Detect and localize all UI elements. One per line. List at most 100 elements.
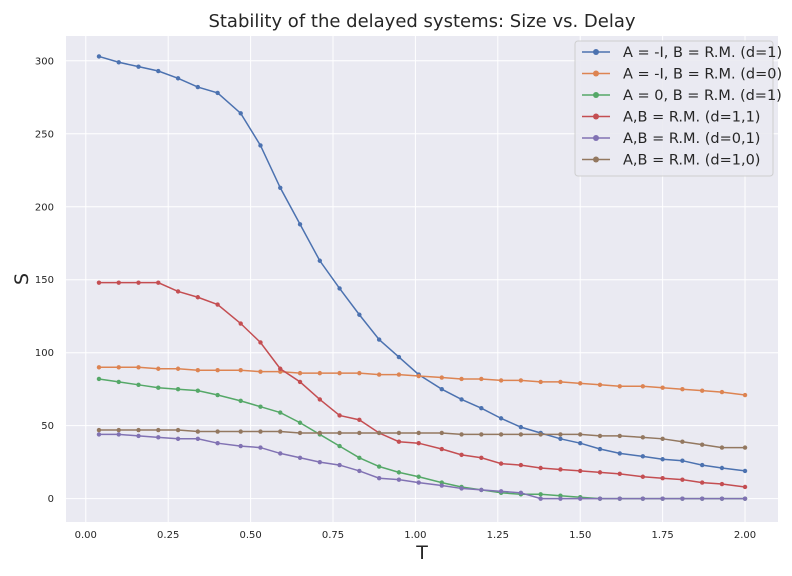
data-point <box>518 378 524 383</box>
data-point <box>258 143 263 148</box>
data-point <box>617 433 622 439</box>
data-point <box>680 386 685 392</box>
data-point <box>479 405 484 411</box>
data-point <box>518 424 524 430</box>
legend-entry: A = -I, B = R.M. (d=1) <box>582 45 782 61</box>
data-point <box>640 474 646 479</box>
data-point <box>680 477 685 482</box>
data-point <box>238 429 243 434</box>
series-6 <box>96 427 748 450</box>
legend-label: A = -I, B = R.M. (d=0) <box>623 67 782 83</box>
data-point <box>156 68 161 74</box>
data-point <box>518 462 524 468</box>
data-point <box>297 379 303 385</box>
data-point <box>538 379 543 385</box>
data-point <box>136 433 141 439</box>
data-point <box>660 385 665 390</box>
legend-entry: A,B = R.M. (d=0,1) <box>582 131 760 147</box>
legend-marker <box>593 113 599 120</box>
y-tick-label: 50 <box>41 421 54 432</box>
data-point <box>640 384 646 389</box>
data-point <box>357 370 362 376</box>
data-point <box>337 413 342 418</box>
data-point <box>578 381 583 386</box>
data-point <box>479 432 484 437</box>
data-point <box>439 446 444 452</box>
data-point <box>742 468 748 474</box>
data-point <box>597 446 603 452</box>
data-point <box>357 417 362 423</box>
data-point <box>156 427 161 433</box>
data-point <box>617 384 622 389</box>
data-point <box>195 388 201 393</box>
data-point <box>597 433 603 439</box>
data-point <box>156 366 161 371</box>
data-point <box>617 451 622 456</box>
data-point <box>215 90 220 96</box>
legend-entry: A,B = R.M. (d=1,0) <box>582 153 760 169</box>
x-tick-label: 0.00 <box>75 530 97 541</box>
data-point <box>317 397 323 402</box>
data-point <box>719 465 725 471</box>
data-point <box>317 258 323 263</box>
data-point <box>416 440 421 446</box>
data-point <box>297 420 303 425</box>
data-point <box>278 410 283 415</box>
data-point <box>680 458 685 463</box>
data-point <box>376 372 382 377</box>
data-point <box>195 436 201 442</box>
x-tick-label: 1.00 <box>404 530 426 541</box>
data-point <box>357 468 362 474</box>
data-point <box>156 435 161 440</box>
data-point <box>215 302 220 307</box>
data-point <box>459 452 464 458</box>
chart-title: Stability of the delayed systems: Size v… <box>208 11 635 32</box>
data-point <box>597 382 603 388</box>
legend-entry: A = 0, B = R.M. (d=1) <box>582 88 782 104</box>
data-point <box>195 368 201 373</box>
data-point <box>156 385 161 390</box>
series-2 <box>96 365 748 398</box>
data-point <box>116 432 121 437</box>
data-point <box>680 496 685 501</box>
data-point <box>396 470 402 475</box>
data-point <box>357 455 362 460</box>
data-point <box>719 496 725 501</box>
data-point <box>156 280 161 285</box>
data-point <box>238 321 243 326</box>
y-axis-label: S <box>11 273 33 285</box>
data-point <box>498 432 504 437</box>
data-point <box>742 445 748 450</box>
data-point <box>416 480 421 485</box>
legend-marker <box>593 49 599 55</box>
data-point <box>578 440 583 446</box>
data-point <box>317 370 323 376</box>
data-point <box>699 480 705 485</box>
data-point <box>459 376 464 382</box>
data-point <box>96 432 102 437</box>
x-tick-label: 0.75 <box>322 530 344 541</box>
data-point <box>479 455 484 460</box>
data-point <box>498 378 504 383</box>
data-point <box>258 404 263 409</box>
data-point <box>578 468 583 474</box>
data-point <box>96 427 102 433</box>
data-point <box>195 429 201 434</box>
data-point <box>699 388 705 393</box>
data-point <box>297 430 303 436</box>
data-point <box>278 185 283 190</box>
data-point <box>558 467 563 472</box>
y-tick-label: 200 <box>35 202 54 213</box>
series-layer <box>96 54 748 501</box>
data-point <box>597 470 603 475</box>
series-4 <box>96 280 748 490</box>
data-point <box>175 436 181 442</box>
data-point <box>116 427 121 433</box>
data-point <box>376 464 382 469</box>
data-point <box>195 84 201 90</box>
data-point <box>317 459 323 465</box>
data-point <box>578 496 583 501</box>
y-tick-label: 150 <box>35 275 54 286</box>
data-point <box>258 340 263 345</box>
